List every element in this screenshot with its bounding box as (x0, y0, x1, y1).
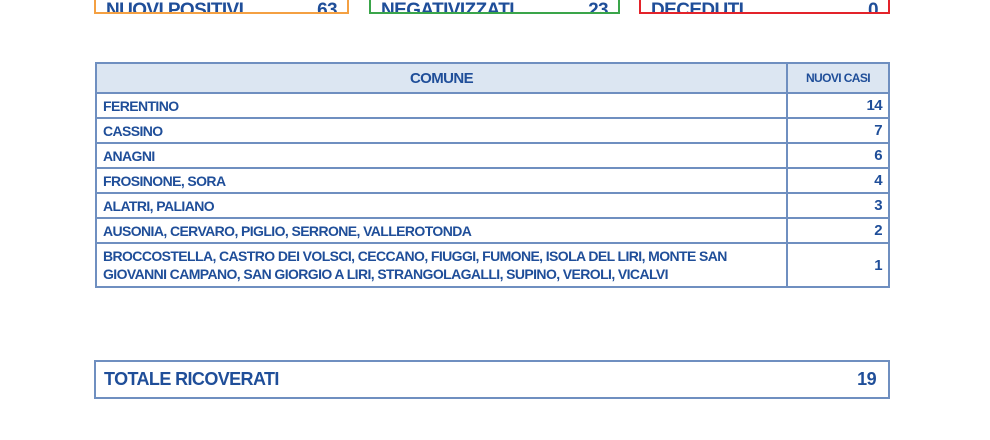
summary-new-positives: NUOVI POSITIVI 63 (94, 0, 349, 14)
table-row: FERENTINO 14 (95, 92, 890, 119)
table-row: ALATRI, PALIANO 3 (95, 192, 890, 219)
totale-label: TOTALE RICOVERATI (104, 369, 279, 389)
summary-negativized: NEGATIVIZZATI 23 (369, 0, 620, 14)
table-row: CASSINO 7 (95, 117, 890, 144)
comune-cell: FERENTINO (95, 92, 788, 119)
comune-cell: ALATRI, PALIANO (95, 192, 788, 219)
casi-cell: 1 (786, 242, 890, 288)
comune-cell: FROSINONE, SORA (95, 167, 788, 194)
comune-cell: CASSINO (95, 117, 788, 144)
comune-cell: BROCCOSTELLA, CASTRO DEI VOLSCI, CECCANO… (95, 242, 788, 288)
summary-value: 0 (868, 0, 879, 14)
summary-label: NUOVI POSITIVI (106, 0, 244, 14)
totale-ricoverati: TOTALE RICOVERATI 19 (94, 360, 890, 399)
totale-value: 19 (857, 369, 876, 389)
table-row: FROSINONE, SORA 4 (95, 167, 890, 194)
summary-deceased: DECEDUTI 0 (639, 0, 890, 14)
table-row: ANAGNI 6 (95, 142, 890, 169)
summary-label: DECEDUTI (651, 0, 744, 14)
summary-value: 63 (317, 0, 338, 14)
summary-label: NEGATIVIZZATI (381, 0, 515, 14)
casi-cell: 2 (786, 217, 890, 244)
comune-cell: ANAGNI (95, 142, 788, 169)
summary-value: 23 (588, 0, 609, 14)
cases-table: COMUNE NUOVI CASI FERENTINO 14 CASSINO 7 ANA… (95, 62, 890, 288)
comune-cell: AUSONIA, CERVARO, PIGLIO, SERRONE, VALLE… (95, 217, 788, 244)
header-comune: COMUNE (95, 62, 788, 94)
casi-cell: 7 (786, 117, 890, 144)
casi-cell: 3 (786, 192, 890, 219)
table-row: BROCCOSTELLA, CASTRO DEI VOLSCI, CECCANO… (95, 242, 890, 288)
table-row: AUSONIA, CERVARO, PIGLIO, SERRONE, VALLE… (95, 217, 890, 244)
header-nuovi-casi: NUOVI CASI (786, 62, 890, 94)
casi-cell: 4 (786, 167, 890, 194)
casi-cell: 14 (786, 92, 890, 119)
casi-cell: 6 (786, 142, 890, 169)
